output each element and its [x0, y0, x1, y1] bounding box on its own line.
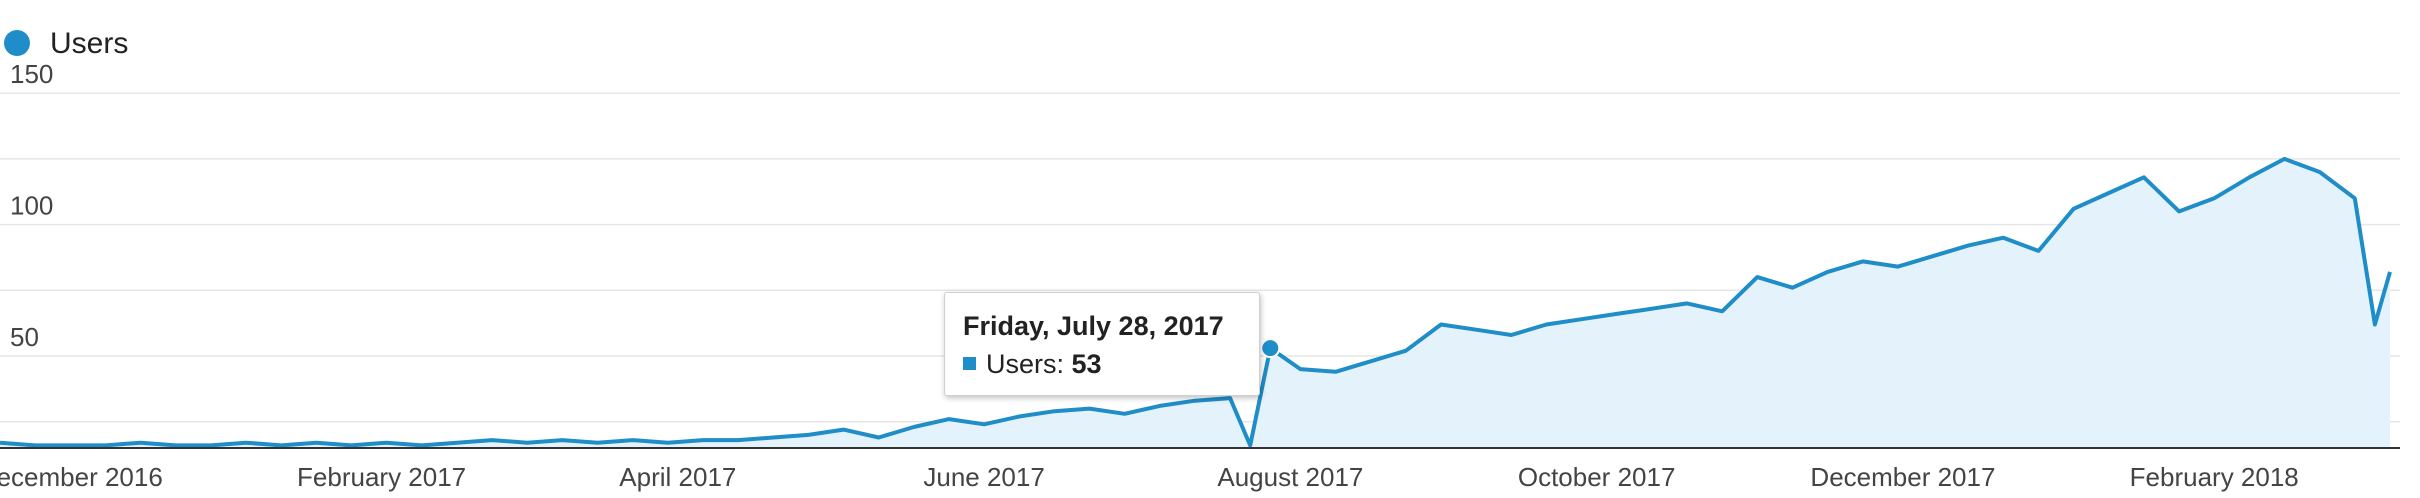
x-tick-label: December 2016	[0, 462, 163, 492]
data-tooltip: Friday, July 28, 2017 Users: 53	[944, 292, 1260, 396]
tooltip-label: Users:	[986, 349, 1065, 379]
series-area	[0, 158, 2390, 448]
y-tick-label: 100	[10, 191, 53, 221]
users-area	[0, 158, 2390, 448]
x-tick-label: December 2017	[1810, 462, 1995, 492]
x-tick-label: February 2018	[2130, 462, 2299, 492]
x-tick-label: June 2017	[923, 462, 1044, 492]
x-axis-labels: December 2016 February 2017 April 2017 June…	[0, 462, 2299, 492]
y-tick-label: 150	[10, 59, 53, 89]
users-line	[0, 156, 2392, 448]
tooltip-value: 53	[1071, 349, 1102, 379]
y-tick-label: 50	[10, 322, 39, 352]
legend-swatch	[4, 30, 30, 56]
tooltip-row: Users: 53	[963, 349, 1102, 380]
tooltip-date: Friday, July 28, 2017	[963, 311, 1224, 341]
x-tick-label: April 2017	[619, 462, 736, 492]
x-tick-label: October 2017	[1518, 462, 1676, 492]
x-tick-label: August 2017	[1217, 462, 1363, 492]
tooltip-swatch	[963, 357, 976, 370]
series-line	[0, 156, 2392, 448]
y-axis: 50 100 150	[10, 59, 53, 352]
hover-point	[1260, 338, 1281, 359]
legend-label: Users	[50, 27, 128, 60]
hover-marker	[1260, 338, 1281, 359]
x-tick-label: February 2017	[297, 462, 466, 492]
